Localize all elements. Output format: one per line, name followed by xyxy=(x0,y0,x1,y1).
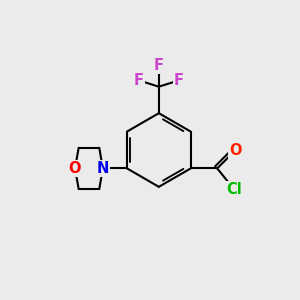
Text: O: O xyxy=(69,161,81,176)
Text: O: O xyxy=(229,142,242,158)
Text: F: F xyxy=(154,58,164,73)
Text: F: F xyxy=(174,73,184,88)
Text: F: F xyxy=(134,73,144,88)
Text: Cl: Cl xyxy=(226,182,242,197)
Text: N: N xyxy=(97,161,109,176)
